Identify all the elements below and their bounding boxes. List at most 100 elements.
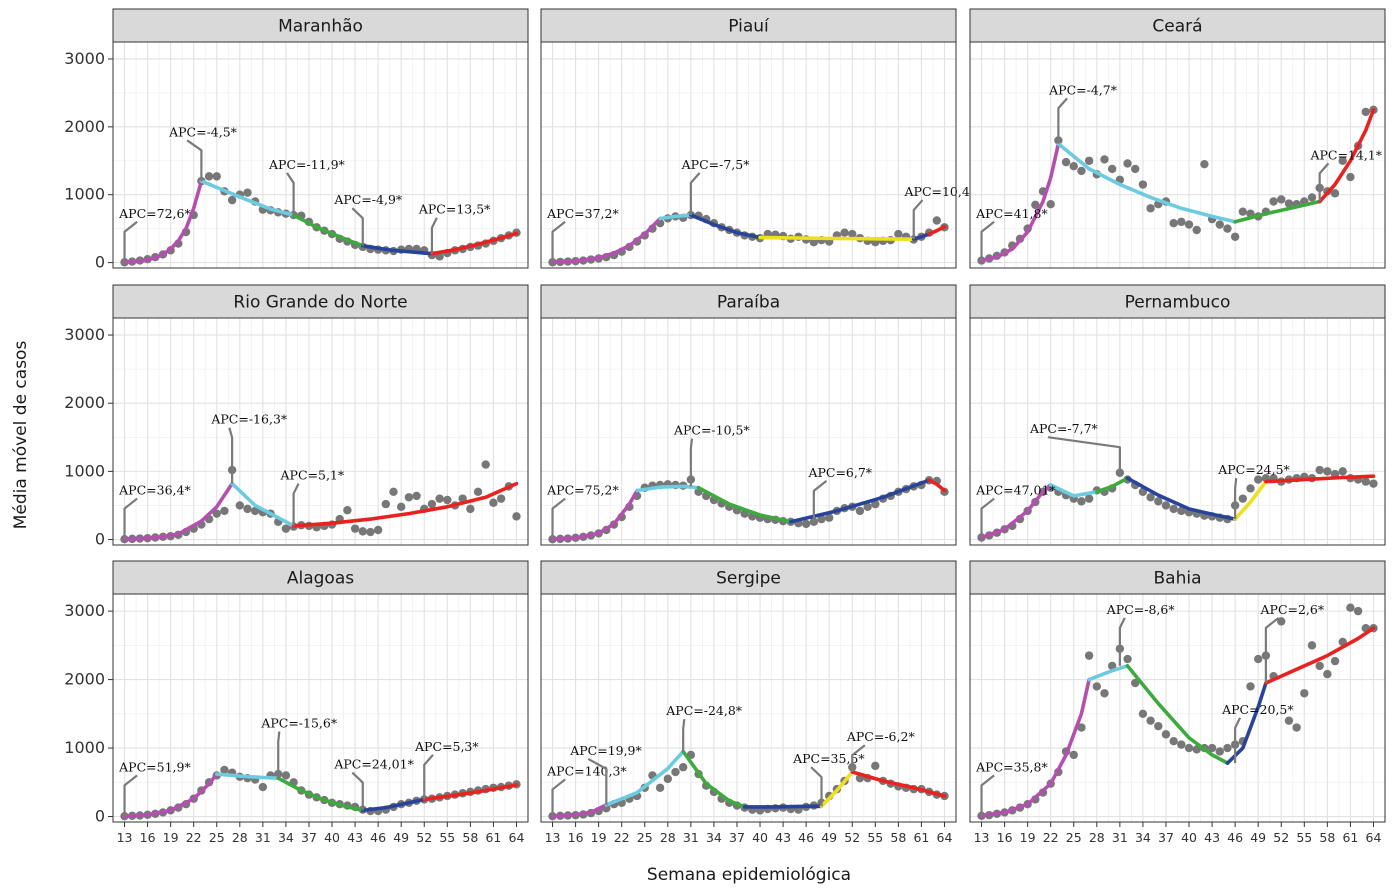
apc-label: APC=140,3* [546, 763, 627, 778]
data-point [396, 502, 406, 512]
data-point [1207, 743, 1217, 753]
data-point [235, 501, 245, 510]
trend-segment [215, 772, 280, 780]
apc-leader [551, 497, 566, 540]
panel-border [540, 41, 957, 269]
apc-leader [812, 479, 828, 522]
x-tick-label: 40 [1181, 830, 1197, 845]
x-tick-label: 16 [997, 830, 1013, 845]
data-point [1138, 709, 1148, 719]
trend-segment [122, 179, 204, 264]
data-point [1292, 723, 1301, 732]
panel-border [540, 593, 957, 823]
panel-rio-grande-do-norte: Rio Grande do Norte APC=36,4* APC=-16,3* AP… [64, 284, 529, 549]
x-tick-label: 61 [913, 830, 929, 845]
x-tick-label: 16 [568, 830, 584, 845]
trend-segment [911, 232, 931, 241]
apc-label: APC=47,01* [975, 483, 1056, 498]
apc-label: APC=51,9* [118, 759, 191, 774]
x-tick-label: 55 [1296, 830, 1312, 845]
panel-strip [112, 560, 529, 595]
x-tick-label: 46 [1227, 830, 1243, 845]
x-tick-label: 19 [591, 830, 607, 845]
data-point [220, 765, 229, 775]
trend-segment [689, 213, 762, 240]
data-point [1169, 219, 1178, 228]
data-point [212, 172, 221, 181]
data-point [801, 519, 811, 529]
x-tick-label: 64 [509, 830, 525, 845]
x-tick-label: 25 [209, 830, 225, 845]
apc-leader [1234, 717, 1242, 764]
apc-label: APC=20,5* [1221, 702, 1294, 717]
apc-leader [587, 757, 608, 805]
trend-segment [635, 484, 701, 493]
apc-label: APC=10,4* [904, 184, 977, 199]
panel-title: Bahia [1154, 569, 1202, 589]
data-point [1246, 484, 1255, 493]
apc-leader [980, 774, 995, 816]
data-point [489, 498, 498, 507]
data-point [281, 524, 291, 533]
apc-label: APC=72,6* [118, 206, 191, 221]
data-point [1061, 157, 1071, 167]
apc-label: APC=-4,9* [333, 192, 403, 207]
x-tick-label: 46 [370, 830, 386, 845]
y-tick-label: 2000 [64, 670, 105, 689]
apc-label: APC=19,9* [569, 743, 642, 758]
apc-leader [912, 199, 924, 240]
trend-segment [927, 478, 947, 493]
x-tick-label: 58 [890, 830, 906, 845]
data-point [1246, 682, 1255, 691]
trend-segment [758, 235, 916, 241]
x-tick-label: 55 [867, 830, 883, 845]
trend-segment [979, 483, 1053, 540]
data-point [512, 512, 521, 521]
apc-leader [1234, 477, 1238, 520]
x-tick-label: 25 [1066, 830, 1082, 845]
data-point [1092, 682, 1102, 691]
trend-segment [422, 783, 519, 802]
data-point [427, 499, 437, 509]
apc-leader [551, 220, 566, 263]
x-tick-label: 37 [301, 830, 317, 845]
trend-segment [361, 243, 434, 256]
data-point [443, 495, 452, 505]
x-tick-label: 52 [416, 830, 432, 845]
apc-label: APC=37,2* [546, 206, 619, 221]
apc-label: APC=75,2* [546, 483, 619, 498]
trend-segment [291, 213, 365, 248]
y-axis-title: Média móvel de casos [11, 341, 31, 530]
data-point [678, 763, 688, 772]
x-tick-label: 49 [393, 830, 409, 845]
trend-segment [550, 803, 609, 818]
data-point [1046, 200, 1055, 209]
y-tick-label: 0 [95, 807, 105, 826]
apc-leader [980, 220, 995, 261]
data-point [1161, 501, 1171, 510]
x-tick-label: 52 [1273, 830, 1289, 845]
trend-segment [1125, 476, 1237, 521]
apc-leader [980, 497, 995, 538]
apc-leader [551, 778, 566, 817]
data-point [1131, 678, 1140, 688]
x-tick-label: 22 [1043, 830, 1059, 845]
data-point [932, 216, 941, 225]
data-point [1077, 723, 1086, 732]
apc-label: APC=-4,5* [168, 124, 238, 139]
panel-title: Ceará [1152, 17, 1202, 37]
trend-segment [199, 179, 296, 217]
panel-paraiba: Paraíba APC=75,2* APC=-10,5* APC=6,7* [540, 284, 957, 546]
x-tick-label: 25 [637, 830, 653, 845]
trend-segment [1233, 199, 1322, 224]
y-tick-label: 3000 [64, 601, 105, 620]
trend-segment [122, 481, 234, 541]
trend-segment [550, 488, 639, 541]
trend-segment [681, 749, 747, 809]
data-point [1184, 220, 1194, 229]
data-point [1238, 494, 1248, 503]
data-point [1200, 159, 1209, 169]
data-point [1107, 164, 1117, 174]
data-point [1123, 654, 1132, 664]
